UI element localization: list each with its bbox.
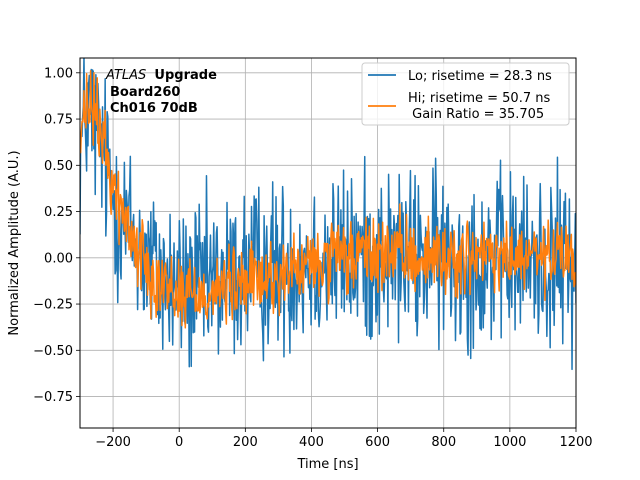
y-tick-label: 0.00: [44, 251, 73, 266]
plot-frame: [79, 57, 577, 429]
x-axis-label: Time [ns]: [296, 457, 358, 472]
annotation-channel: Ch016 70dB: [110, 101, 198, 116]
annotation-upgrade: Upgrade: [154, 68, 217, 83]
legend-box: [361, 62, 570, 126]
series-layer: [80, 58, 576, 371]
y-axis-label: Normalized Amplitude (A.U.): [7, 150, 22, 335]
annotation-line-1: ATLAS Upgrade: [105, 68, 217, 83]
legend-label-hi: Hi; risetime = 50.7 ns: [408, 91, 550, 106]
x-tick-label: 400: [299, 435, 324, 450]
x-tick-label: 600: [365, 435, 390, 450]
x-tick-label: 800: [431, 435, 456, 450]
legend-label-hi-gain: Gain Ratio = 35.705: [408, 107, 544, 122]
x-axis: −200 0 200 400 600 800 1000 1200: [95, 428, 593, 450]
x-tick-label: −200: [95, 435, 131, 450]
y-tick-label: −0.50: [33, 344, 73, 359]
legend-label-lo: Lo; risetime = 28.3 ns: [408, 69, 552, 84]
y-tick-label: −0.75: [33, 390, 73, 405]
y-tick-label: −0.25: [33, 298, 73, 313]
annotation-board: Board260: [110, 85, 180, 100]
atlas-annotation: ATLAS Upgrade Board260 Ch016 70dB: [105, 68, 217, 116]
y-tick-label: 0.50: [44, 159, 73, 174]
y-tick-label: 0.75: [44, 113, 73, 128]
x-tick-label: 1200: [559, 435, 592, 450]
legend: Lo; risetime = 28.3 ns Hi; risetime = 50…: [361, 62, 570, 126]
x-tick-label: 200: [233, 435, 258, 450]
y-tick-label: 1.00: [44, 66, 73, 81]
annotation-experiment: ATLAS: [105, 68, 146, 83]
x-tick-label: 1000: [493, 435, 526, 450]
y-axis: −0.75 −0.50 −0.25 0.00 0.25 0.50 0.75 1.00: [33, 66, 80, 405]
y-tick-label: 0.25: [44, 205, 73, 220]
series-line-hi: [80, 70, 576, 329]
x-tick-label: 0: [175, 435, 183, 450]
